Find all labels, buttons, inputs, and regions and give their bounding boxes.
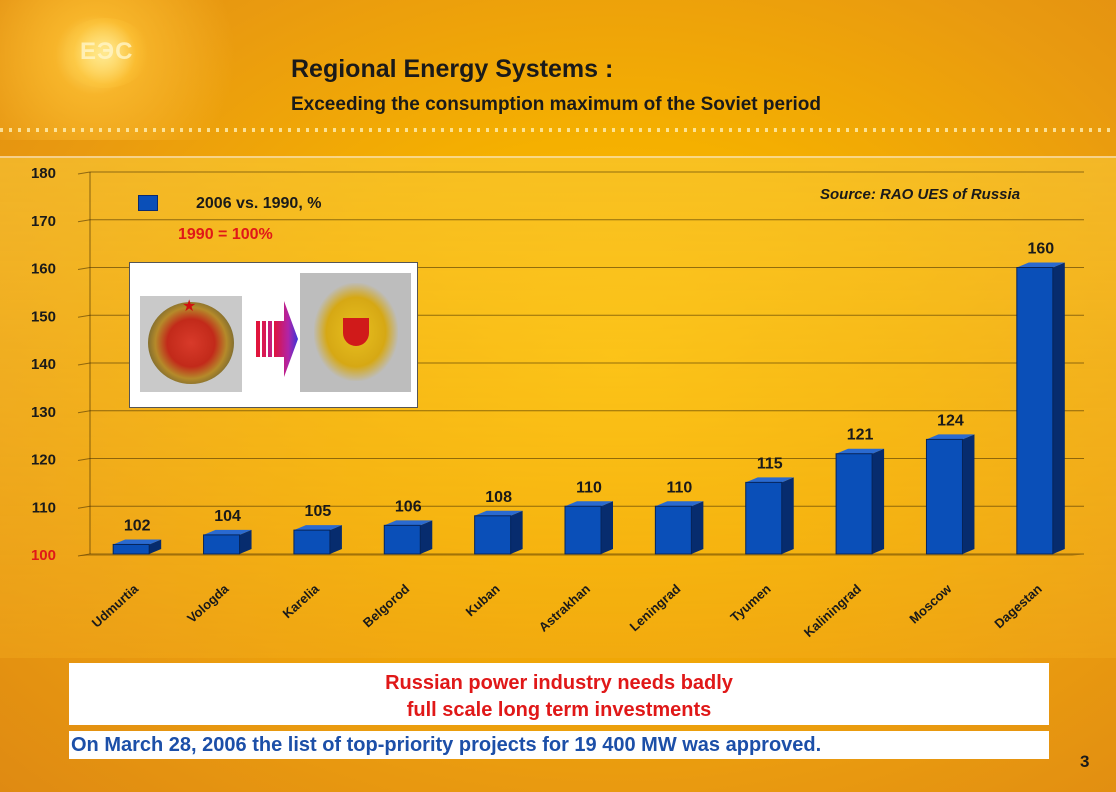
data-label: 115 [757, 455, 783, 472]
bar-side [1052, 262, 1065, 554]
bar-side [781, 477, 794, 554]
data-label: 110 [666, 479, 692, 496]
data-label: 121 [847, 427, 874, 444]
bar-top [745, 477, 794, 483]
approval-note: On March 28, 2006 the list of top-priori… [71, 734, 822, 756]
data-label: 102 [124, 517, 151, 534]
y-tick-label: 170 [31, 213, 56, 230]
y-tick-label: 140 [31, 356, 56, 373]
bar-side [601, 501, 613, 554]
bar-top [1016, 262, 1065, 268]
bar-side [691, 501, 704, 554]
callout-box: Russian power industry needs badly full … [69, 663, 1049, 725]
y-tick-label: 110 [32, 499, 56, 516]
page-subtitle: Exceeding the consumption maximum of the… [291, 94, 821, 115]
logo-text: ЕЭС [80, 38, 134, 65]
approval-note-box: On March 28, 2006 the list of top-priori… [69, 731, 1049, 759]
gridline-depth [77, 553, 91, 557]
legend-swatch [138, 195, 158, 211]
bar-top [926, 434, 975, 440]
page-number: 3 [1080, 752, 1090, 771]
bar-top [113, 539, 162, 545]
bar [835, 453, 873, 555]
x-tick-label: Karelia [280, 581, 323, 622]
emblem-comparison-image: ★ [129, 262, 418, 408]
bar [112, 543, 150, 555]
y-tick-label: 130 [31, 404, 56, 421]
bar [203, 534, 241, 555]
header-divider [0, 128, 1116, 132]
bar-top [474, 510, 523, 516]
bar-top [836, 448, 885, 454]
bar-top [293, 525, 342, 531]
data-label: 124 [937, 412, 964, 429]
arrow-right-icon [256, 301, 298, 377]
callout-line-1: Russian power industry needs badly [385, 672, 733, 694]
x-tick-label: Udmurtia [89, 581, 142, 631]
x-tick-label: Kuban [463, 581, 503, 619]
data-label: 104 [214, 508, 241, 525]
page-title: Regional Energy Systems : [291, 55, 614, 83]
bar-top [565, 501, 613, 507]
sunburst-background [0, 0, 300, 140]
bar [654, 505, 692, 555]
x-tick-label: Kaliningrad [801, 581, 864, 640]
bar [925, 438, 963, 555]
bar-top [203, 529, 252, 535]
bar [1016, 267, 1054, 555]
x-tick-label: Tyumen [727, 581, 773, 625]
callout-line-2: full scale long term investments [406, 699, 712, 721]
gridline-depth [77, 171, 91, 175]
x-tick-label: Belgorod [360, 581, 412, 630]
y-tick-label: 100 [31, 547, 56, 564]
baseline-note: 1990 = 100% [178, 226, 273, 243]
bar [745, 481, 783, 555]
bar-side [420, 520, 433, 554]
gridline-depth [77, 314, 91, 318]
legend-label: 2006 vs. 1990, % [196, 195, 322, 212]
bar-side [239, 529, 252, 554]
bar-side [962, 434, 975, 554]
y-tick-label: 150 [31, 308, 56, 325]
bar-top [384, 520, 433, 526]
company-logo [60, 18, 150, 88]
gridline-depth [77, 505, 91, 509]
bar [293, 529, 331, 555]
gridline-depth [77, 410, 91, 414]
x-tick-label: Vologda [184, 581, 232, 626]
y-tick-label: 180 [31, 165, 56, 182]
source-note: Source: RAO UES of Russia [820, 186, 1021, 203]
bar-side [149, 539, 162, 554]
ussr-emblem-icon: ★ [140, 296, 242, 392]
gridline-depth [77, 267, 91, 270]
y-tick-label: 120 [31, 452, 56, 469]
russia-emblem-icon [300, 273, 411, 392]
bar-side [872, 448, 885, 554]
data-label: 105 [305, 503, 332, 520]
data-label: 106 [395, 498, 422, 515]
x-tick-label: Astrakhan [536, 581, 593, 635]
gridline-depth [77, 362, 91, 366]
gridline-depth [77, 458, 91, 461]
bar-side [329, 525, 342, 554]
data-label: 108 [485, 489, 512, 506]
bar [564, 505, 602, 555]
bar-side [510, 510, 523, 554]
y-tick-label: 160 [31, 261, 56, 278]
gridline-depth [77, 219, 91, 223]
data-label: 160 [1027, 241, 1054, 258]
bar [474, 515, 512, 555]
x-tick-label: Moscow [906, 580, 955, 626]
data-label: 110 [576, 479, 602, 496]
x-tick-label: Dagestan [991, 581, 1045, 631]
bar [383, 524, 421, 555]
x-tick-label: Leningrad [627, 581, 684, 634]
bar-top [655, 501, 704, 507]
